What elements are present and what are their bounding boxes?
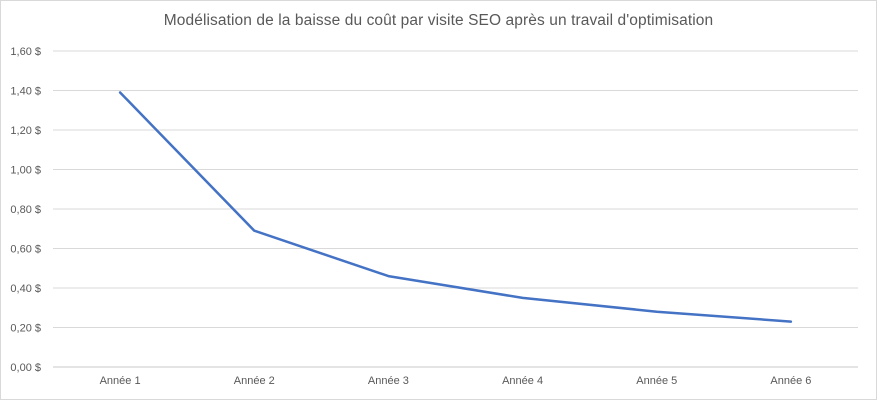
- y-axis-tick-label: 1,00 $: [10, 165, 41, 177]
- y-axis-tick-label: 0,40 $: [10, 283, 41, 295]
- y-axis-tick-label: 1,40 $: [10, 86, 41, 98]
- x-axis-tick-label: Année 6: [770, 375, 811, 387]
- y-axis-tick-label: 1,60 $: [10, 46, 41, 58]
- x-axis-tick-label: Année 4: [502, 375, 543, 387]
- y-axis-tick-label: 0,80 $: [10, 204, 41, 216]
- y-axis-tick-label: 0,60 $: [10, 244, 41, 256]
- y-axis-tick-label: 1,20 $: [10, 125, 41, 137]
- chart-title: Modélisation de la baisse du coût par vi…: [163, 12, 714, 29]
- x-axis-tick-label: Année 3: [368, 375, 409, 387]
- x-axis-tick-label: Année 1: [100, 375, 141, 387]
- series-line: [118, 91, 793, 323]
- x-axis-tick-label: Année 5: [636, 375, 677, 387]
- y-axis-tick-label: 0,20 $: [10, 323, 41, 335]
- x-axis-tick-label: Année 2: [234, 375, 275, 387]
- y-axis-tick-label: 0,00 $: [10, 362, 41, 374]
